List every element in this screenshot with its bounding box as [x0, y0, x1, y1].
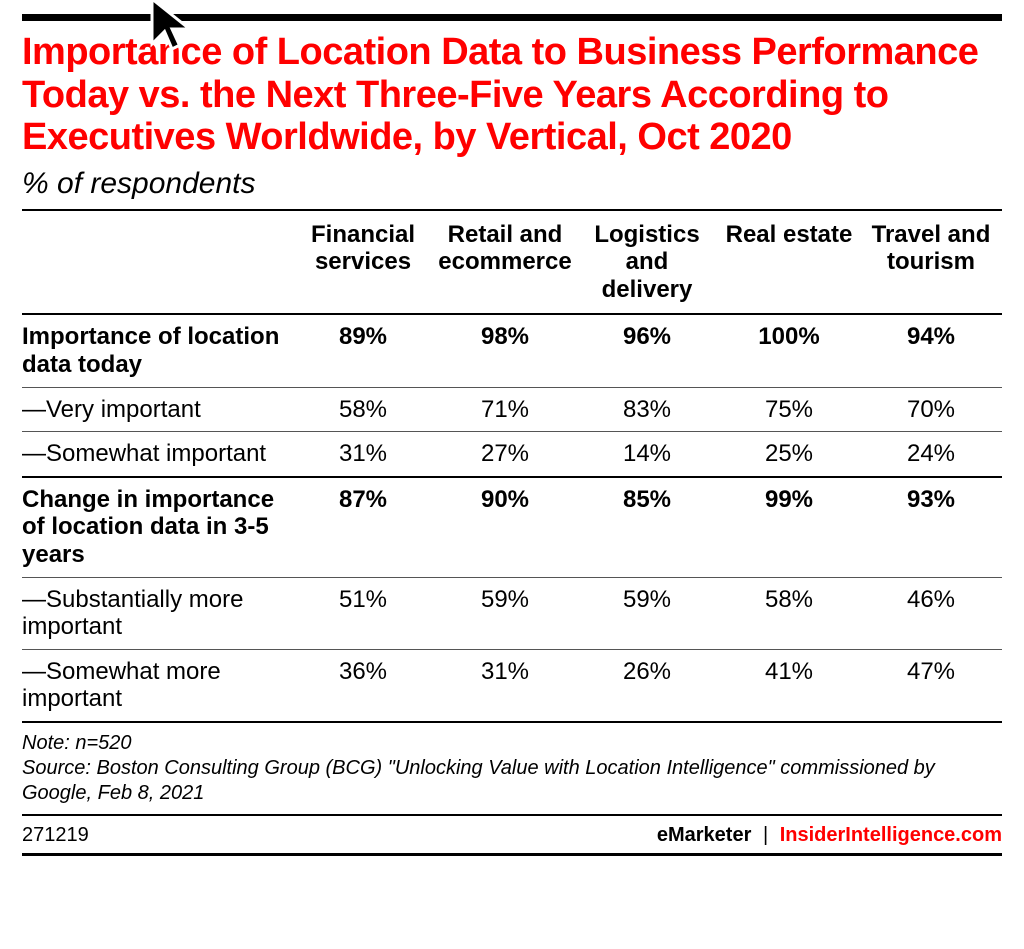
table-row: —Somewhat important 31% 27% 14% 25% 24% — [22, 432, 1002, 477]
cell: 87% — [292, 477, 434, 577]
table-row: —Somewhat more important 36% 31% 26% 41%… — [22, 649, 1002, 722]
cell: 58% — [718, 577, 860, 649]
bottom-rule — [22, 853, 1002, 856]
row-label: —Substantially more important — [22, 577, 292, 649]
cell: 70% — [860, 387, 1002, 432]
cell: 59% — [434, 577, 576, 649]
col-header: Logistics and delivery — [576, 210, 718, 315]
cell: 14% — [576, 432, 718, 477]
row-label: —Somewhat important — [22, 432, 292, 477]
cell: 47% — [860, 649, 1002, 722]
cell: 89% — [292, 314, 434, 387]
cell: 96% — [576, 314, 718, 387]
cell: 85% — [576, 477, 718, 577]
row-label: Importance of location data today — [22, 314, 292, 387]
cursor-icon — [142, 0, 202, 54]
header-empty — [22, 210, 292, 315]
cell: 71% — [434, 387, 576, 432]
chart-subtitle: % of respondents — [22, 167, 1002, 201]
col-header: Real estate — [718, 210, 860, 315]
cell: 93% — [860, 477, 1002, 577]
cell: 90% — [434, 477, 576, 577]
cell: 27% — [434, 432, 576, 477]
cell: 31% — [292, 432, 434, 477]
cell: 75% — [718, 387, 860, 432]
col-header: Retail and ecommerce — [434, 210, 576, 315]
row-label: —Very important — [22, 387, 292, 432]
table-header-row: Financial services Retail and ecommerce … — [22, 210, 1002, 315]
col-header: Travel and tourism — [860, 210, 1002, 315]
cell: 31% — [434, 649, 576, 722]
cell: 51% — [292, 577, 434, 649]
cell: 98% — [434, 314, 576, 387]
brand-sep: | — [757, 824, 774, 846]
attribution: eMarketer | InsiderIntelligence.com — [657, 824, 1002, 847]
cell: 46% — [860, 577, 1002, 649]
brand-emarketer: eMarketer — [657, 824, 752, 846]
table-row: —Very important 58% 71% 83% 75% 70% — [22, 387, 1002, 432]
cell: 26% — [576, 649, 718, 722]
page: Importance of Location Data to Business … — [0, 0, 1024, 949]
cell: 83% — [576, 387, 718, 432]
col-header: Financial services — [292, 210, 434, 315]
note-line: Note: n=520 — [22, 731, 1002, 756]
source-line: Source: Boston Consulting Group (BCG) "U… — [22, 756, 1002, 806]
row-label: Change in importance of location data in… — [22, 477, 292, 577]
cell: 58% — [292, 387, 434, 432]
table-section-row: Importance of location data today 89% 98… — [22, 314, 1002, 387]
cell: 36% — [292, 649, 434, 722]
cell: 99% — [718, 477, 860, 577]
cell: 94% — [860, 314, 1002, 387]
cell: 100% — [718, 314, 860, 387]
chart-id: 271219 — [22, 824, 89, 847]
table-row: —Substantially more important 51% 59% 59… — [22, 577, 1002, 649]
footnote: Note: n=520 Source: Boston Consulting Gr… — [22, 731, 1002, 806]
table-section-row: Change in importance of location data in… — [22, 477, 1002, 577]
brand-insider: InsiderIntelligence.com — [780, 824, 1002, 846]
cell: 59% — [576, 577, 718, 649]
cell: 24% — [860, 432, 1002, 477]
bottom-bar: 271219 eMarketer | InsiderIntelligence.c… — [22, 814, 1002, 847]
cell: 25% — [718, 432, 860, 477]
data-table: Financial services Retail and ecommerce … — [22, 209, 1002, 723]
row-label: —Somewhat more important — [22, 649, 292, 722]
cell: 41% — [718, 649, 860, 722]
